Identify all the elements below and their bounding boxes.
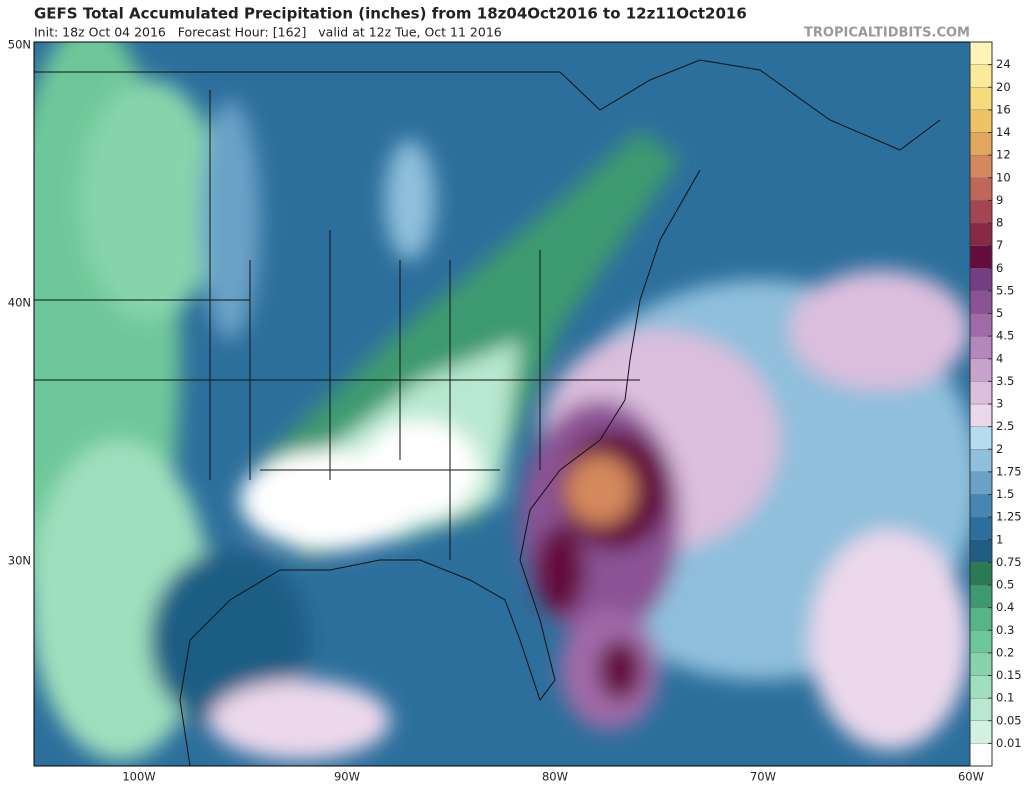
colorbar-segment [969, 697, 993, 721]
colorbar-label: 9 [996, 193, 1003, 207]
colorbar-segment [969, 245, 993, 269]
watermark: TROPICALTIDBITS.COM [804, 26, 970, 41]
colorbar-label: 1.5 [996, 487, 1014, 501]
lon-label: 70W [750, 770, 776, 784]
colorbar-segment [969, 132, 993, 156]
colorbar-label: 5.5 [996, 283, 1014, 297]
colorbar-segment [969, 268, 993, 292]
colorbar-label: 3.5 [996, 374, 1014, 388]
colorbar-segment [969, 335, 993, 359]
colorbar-label: 0.01 [996, 736, 1022, 750]
colorbar-label: 2 [996, 442, 1003, 456]
lat-label: 40N [8, 296, 31, 310]
colorbar-segment [969, 539, 993, 563]
colorbar-segment [969, 494, 993, 518]
lon-label: 100W [122, 770, 155, 784]
colorbar-label: 0.2 [996, 645, 1014, 659]
colorbar-label: 0.05 [996, 713, 1022, 727]
colorbar-segment [969, 64, 993, 88]
colorbar-segment [969, 177, 993, 201]
colorbar-label: 10 [996, 170, 1011, 184]
colorbar-segment [969, 290, 993, 314]
colorbar-label: 4 [996, 351, 1003, 365]
colorbar-segment [969, 426, 993, 450]
colorbar-segment [969, 200, 993, 224]
colorbar-segment [969, 109, 993, 133]
colorbar-segment [969, 675, 993, 699]
colorbar-label: 3 [996, 397, 1003, 411]
colorbar-label: 6 [996, 261, 1003, 275]
title: GEFS Total Accumulated Precipitation (in… [34, 5, 747, 23]
subtitle: Init: 18z Oct 04 2016 Forecast Hour: [16… [34, 25, 502, 40]
colorbar-segment [969, 358, 993, 382]
lat-label: 30N [8, 554, 31, 568]
colorbar-label: 1.75 [996, 464, 1022, 478]
colorbar-segment [969, 313, 993, 337]
colorbar-segment [969, 720, 993, 744]
colorbar-segment [969, 630, 993, 654]
colorbar-segment [969, 41, 993, 65]
colorbar-segment [969, 607, 993, 631]
colorbar-segment [969, 449, 993, 473]
colorbar-segment [969, 154, 993, 178]
colorbar-label: 12 [996, 148, 1011, 162]
lat-label: 50N [8, 38, 31, 52]
colorbar-label: 0.5 [996, 578, 1014, 592]
colorbar-label: 0.4 [996, 600, 1014, 614]
lon-label: 60W [958, 770, 984, 784]
colorbar-segment [969, 471, 993, 495]
colorbar-label: 16 [996, 102, 1011, 116]
colorbar-segment [969, 743, 993, 767]
colorbar-label: 4.5 [996, 329, 1014, 343]
colorbar-segment [969, 87, 993, 111]
colorbar-label: 0.15 [996, 668, 1022, 682]
colorbar-label: 5 [996, 306, 1003, 320]
colorbar-label: 24 [996, 57, 1011, 71]
colorbar-segment [969, 222, 993, 246]
colorbar-label: 0.3 [996, 623, 1014, 637]
colorbar-label: 7 [996, 238, 1003, 252]
colorbar-label: 8 [996, 216, 1003, 230]
colorbar-label: 1.25 [996, 510, 1022, 524]
colorbar-segment [969, 516, 993, 540]
lon-label: 90W [334, 770, 360, 784]
colorbar-label: 20 [996, 80, 1011, 94]
colorbar-frame [969, 41, 993, 767]
colorbar-label: 2.5 [996, 419, 1014, 433]
lon-label: 80W [542, 770, 568, 784]
colorbar-segment [969, 381, 993, 405]
colorbar-segment [969, 403, 993, 427]
colorbar-label: 0.1 [996, 691, 1014, 705]
colorbar-segment [969, 584, 993, 608]
map [34, 42, 970, 766]
colorbar-label: 1 [996, 532, 1003, 546]
colorbar-label: 0.75 [996, 555, 1022, 569]
colorbar-label: 14 [996, 125, 1011, 139]
colorbar-segment [969, 562, 993, 586]
colorbar-segment [969, 652, 993, 676]
